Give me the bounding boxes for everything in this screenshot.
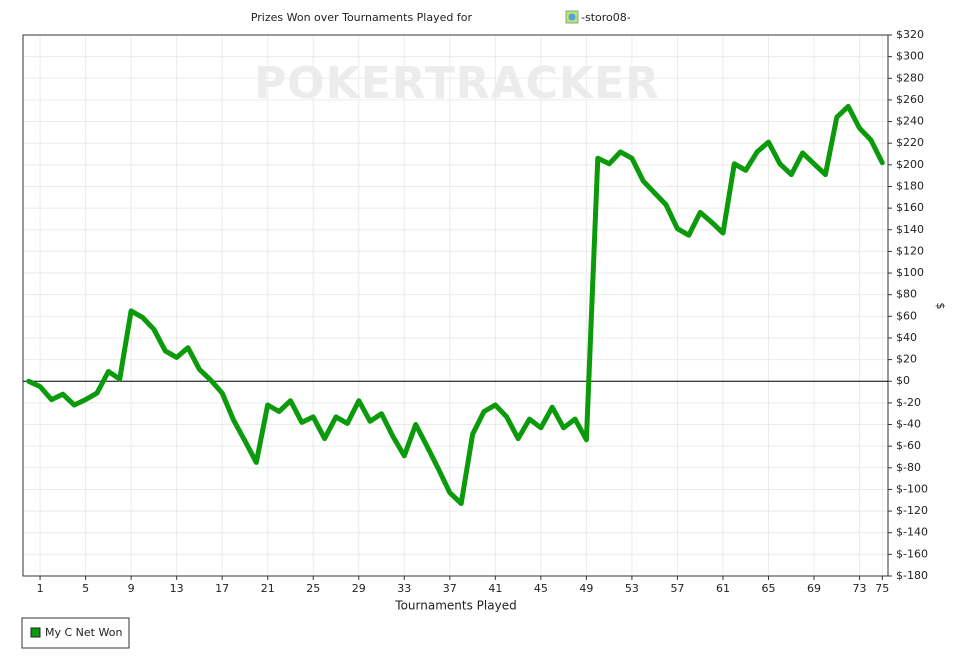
y-tick-label: $80 — [896, 288, 917, 301]
x-tick-label: 37 — [443, 582, 457, 595]
x-tick-label: 45 — [534, 582, 548, 595]
watermark: POKERTRACKER — [254, 58, 660, 109]
x-tick-label: 9 — [128, 582, 135, 595]
y-tick-label: $60 — [896, 309, 917, 322]
x-tick-label: 69 — [807, 582, 821, 595]
player-name: -storo08- — [581, 11, 631, 24]
x-tick-label: 73 — [853, 582, 867, 595]
chart-title: Prizes Won over Tournaments Played for — [251, 11, 473, 24]
x-tick-label: 21 — [261, 582, 275, 595]
y-tick-label: $280 — [896, 71, 924, 84]
x-tick-label: 29 — [352, 582, 366, 595]
y-tick-label: $0 — [896, 374, 910, 387]
x-tick-label: 13 — [170, 582, 184, 595]
x-tick-label: 17 — [215, 582, 229, 595]
y-tick-label: $-160 — [896, 547, 928, 560]
y-tick-label: $-120 — [896, 504, 928, 517]
x-axis-label: Tournaments Played — [394, 599, 516, 613]
x-tick-label: 1 — [37, 582, 44, 595]
x-tick-label: 41 — [488, 582, 502, 595]
y-tick-label: $240 — [896, 115, 924, 128]
player-icon-dot — [568, 13, 576, 21]
y-tick-label: $140 — [896, 223, 924, 236]
x-tick-label: 49 — [579, 582, 593, 595]
x-tick-label: 33 — [397, 582, 411, 595]
x-tick-label: 5 — [82, 582, 89, 595]
x-tick-label: 53 — [625, 582, 639, 595]
y-tick-label: $20 — [896, 353, 917, 366]
y-tick-label: $-80 — [896, 461, 921, 474]
legend-label: My C Net Won — [45, 626, 122, 639]
y-tick-label: $-100 — [896, 482, 928, 495]
x-tick-label: 75 — [875, 582, 889, 595]
x-tick-label: 25 — [306, 582, 320, 595]
y-tick-label: $-180 — [896, 569, 928, 582]
x-tick-label: 61 — [716, 582, 730, 595]
y-tick-label: $180 — [896, 179, 924, 192]
y-tick-label: $220 — [896, 136, 924, 149]
data-line — [26, 103, 885, 506]
y-tick-label: $-20 — [896, 396, 921, 409]
x-tick-label: 57 — [670, 582, 684, 595]
y-tick-label: $320 — [896, 28, 924, 41]
y-tick-label: $160 — [896, 201, 924, 214]
y-tick-label: $100 — [896, 266, 924, 279]
y-tick-label: $300 — [896, 50, 924, 63]
y-tick-label: $-60 — [896, 439, 921, 452]
y-tick-label: $-140 — [896, 526, 928, 539]
y-tick-label: $-40 — [896, 418, 921, 431]
y-tick-label: $120 — [896, 244, 924, 257]
y-tick-label: $260 — [896, 93, 924, 106]
y-axis-label: $ — [934, 303, 947, 310]
x-tick-label: 65 — [761, 582, 775, 595]
legend-swatch — [30, 627, 41, 638]
plot-frame — [22, 34, 889, 577]
y-tick-label: $40 — [896, 331, 917, 344]
y-tick-label: $200 — [896, 158, 924, 171]
